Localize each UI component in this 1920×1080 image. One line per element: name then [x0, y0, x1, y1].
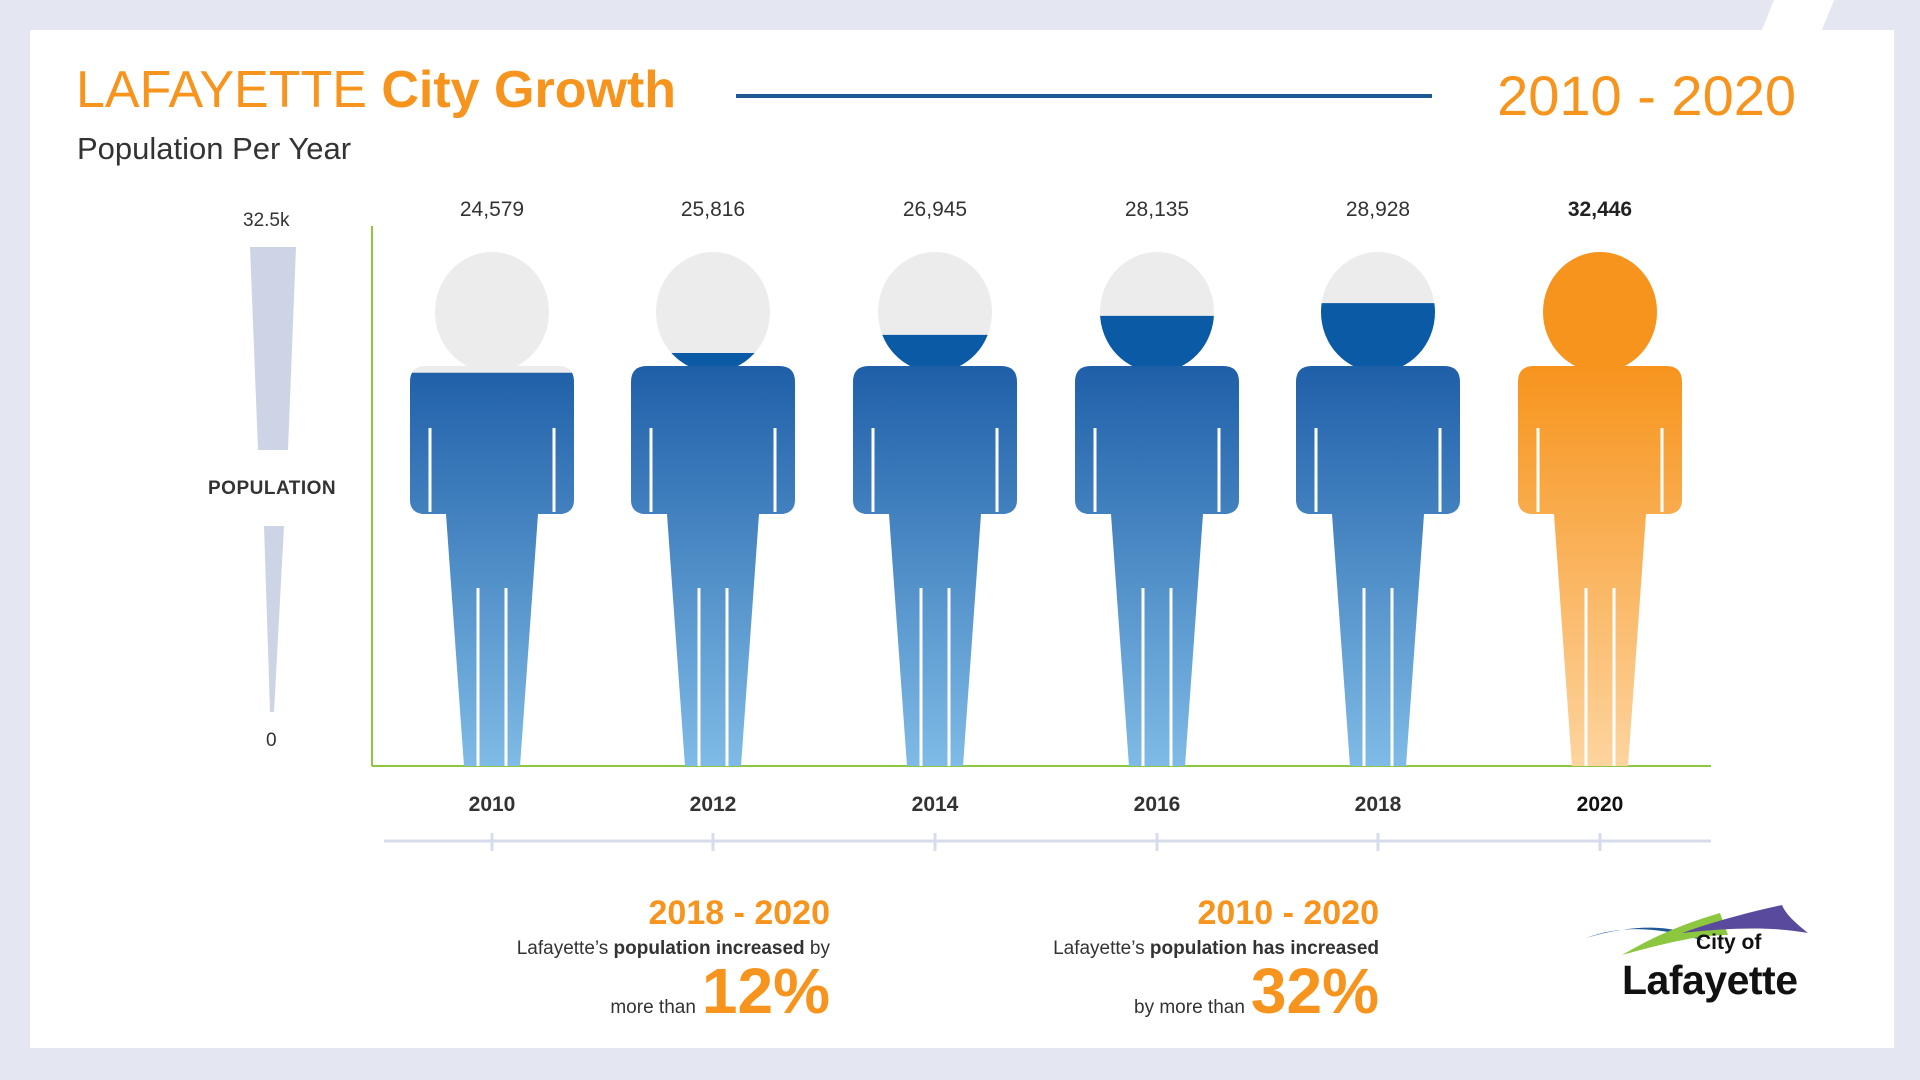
bar-fill — [853, 334, 1017, 766]
logo-mark — [1586, 905, 1808, 955]
stat-2018-2020: 2018 - 2020 Lafayette’s population incre… — [517, 896, 830, 1023]
head-fill — [882, 334, 988, 372]
person-bar-2012 — [631, 252, 795, 766]
stat-text-bold: population has increased — [1149, 938, 1379, 959]
stat-line2-text: by more than — [1134, 996, 1245, 1018]
year-label-2018: 2018 — [1354, 793, 1402, 816]
head-fill — [1100, 315, 1214, 372]
year-label-2014: 2014 — [911, 793, 959, 816]
page-subtitle: Population Per Year — [77, 131, 352, 166]
body-fill — [1075, 366, 1239, 766]
head-empty — [656, 252, 770, 372]
value-label-2014: 26,945 — [902, 198, 968, 221]
page-title: LAFAYETTE City Growth — [76, 64, 676, 116]
body-fill — [853, 366, 1017, 766]
stat-text: Lafayette’s population has increased — [1053, 938, 1379, 961]
person-bar-2010 — [410, 252, 574, 766]
body-fill — [410, 372, 574, 766]
stat-percent: 32% — [1250, 954, 1379, 1027]
stat-text-pre: Lafayette’s — [516, 938, 614, 959]
stat-text-post: by — [804, 938, 830, 959]
stat-line2-text: more than — [610, 996, 696, 1018]
logo-line1: City of — [1696, 931, 1762, 954]
bar-fill — [410, 372, 574, 766]
scale-wedge-bottom — [264, 526, 284, 712]
bar-fill — [1518, 252, 1682, 766]
stat-range: 2010 - 2020 — [1197, 894, 1380, 932]
value-label-2012: 25,816 — [680, 198, 746, 221]
person-bar-2014 — [853, 252, 1017, 766]
year-label-2016: 2016 — [1133, 793, 1181, 816]
head-fill — [1321, 303, 1435, 372]
head-fill — [1543, 252, 1657, 372]
stat-range: 2018 - 2020 — [648, 894, 831, 932]
person-bar-2018 — [1296, 252, 1460, 766]
stat-text-bold: population increased — [613, 938, 805, 959]
stat-2010-2020: 2010 - 2020 Lafayette’s population has i… — [1053, 896, 1379, 1023]
bar-fill — [631, 352, 795, 766]
stat-percent: 12% — [701, 954, 830, 1027]
year-label-2012: 2012 — [689, 793, 737, 816]
year-label-2010: 2010 — [468, 793, 516, 816]
body-fill — [1296, 366, 1460, 766]
year-range: 2010 - 2020 — [1497, 64, 1796, 127]
stat-line2: more than12% — [517, 959, 830, 1023]
stat-line2: by more than32% — [1053, 959, 1379, 1023]
value-label-2010: 24,579 — [459, 198, 525, 221]
head-empty — [435, 252, 549, 372]
body-fill — [1518, 366, 1682, 766]
city-logo: City of Lafayette — [1586, 905, 1826, 1015]
year-label-2020: 2020 — [1576, 793, 1624, 816]
stat-text-pre: Lafayette’s — [1053, 938, 1150, 959]
value-label-2020: 32,446 — [1567, 198, 1633, 221]
title-light: LAFAYETTE — [76, 61, 382, 119]
stat-text: Lafayette’s population increased by — [517, 938, 830, 961]
bar-fill — [1296, 303, 1460, 766]
axis-min-label: 0 — [266, 730, 277, 751]
title-rule — [736, 94, 1432, 98]
logo-line2: Lafayette — [1622, 957, 1798, 1003]
value-label-2018: 28,928 — [1345, 198, 1411, 221]
axis-max-label: 32.5k — [243, 210, 290, 231]
person-bar-2016 — [1075, 252, 1239, 766]
scale-wedge-top — [250, 247, 296, 450]
axis-label: POPULATION — [208, 478, 337, 499]
bar-fill — [1075, 315, 1239, 766]
title-bold: City Growth — [381, 61, 677, 119]
person-bar-2020 — [1518, 252, 1682, 766]
body-fill — [631, 366, 795, 766]
value-label-2016: 28,135 — [1124, 198, 1190, 221]
